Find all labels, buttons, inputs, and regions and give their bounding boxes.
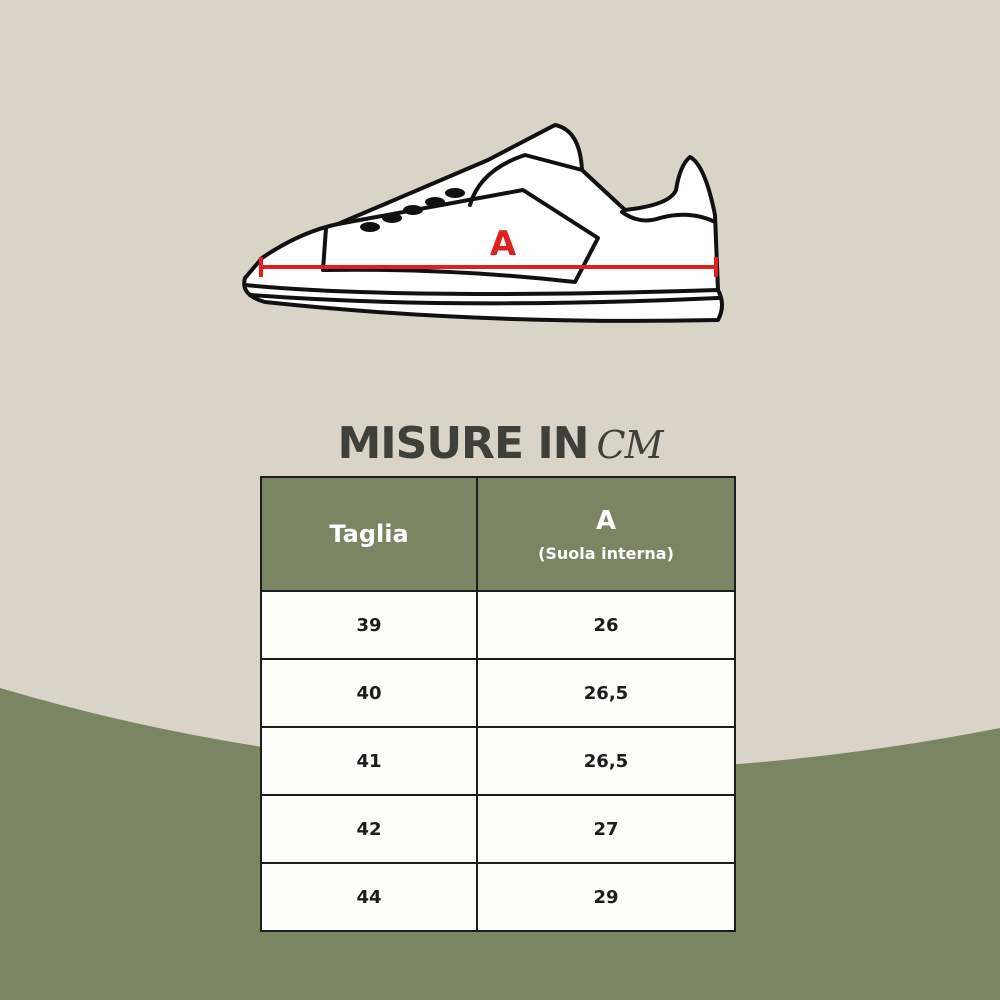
cell-value: 26,5 <box>476 658 736 728</box>
cell-value: 26,5 <box>476 726 736 796</box>
table-row: 42 27 <box>260 794 736 864</box>
page-title: MISURE IN CM <box>0 418 1000 469</box>
table-row: 41 26,5 <box>260 726 736 796</box>
cell-size: 41 <box>260 726 478 796</box>
table-header: Taglia A (Suola interna) <box>260 476 736 592</box>
title-main: MISURE IN <box>337 418 589 469</box>
table-row: 44 29 <box>260 862 736 932</box>
header-measure-label: A <box>595 505 617 536</box>
cell-value: 29 <box>476 862 736 932</box>
header-measure-note: (Suola interna) <box>538 543 674 563</box>
table-row: 39 26 <box>260 590 736 660</box>
cell-size: 42 <box>260 794 478 864</box>
size-table: Taglia A (Suola interna) 39 26 40 26,5 41 26… <box>260 476 736 932</box>
measure-label-a: A <box>490 224 517 264</box>
header-size: Taglia <box>260 476 478 592</box>
table-row: 40 26,5 <box>260 658 736 728</box>
cell-size: 40 <box>260 658 478 728</box>
title-unit: CM <box>596 423 664 467</box>
cell-value: 26 <box>476 590 736 660</box>
measure-line-a <box>259 257 718 277</box>
laces <box>360 188 465 232</box>
cell-size: 44 <box>260 862 478 932</box>
header-measure: A (Suola interna) <box>476 476 736 592</box>
cell-value: 27 <box>476 794 736 864</box>
cell-size: 39 <box>260 590 478 660</box>
